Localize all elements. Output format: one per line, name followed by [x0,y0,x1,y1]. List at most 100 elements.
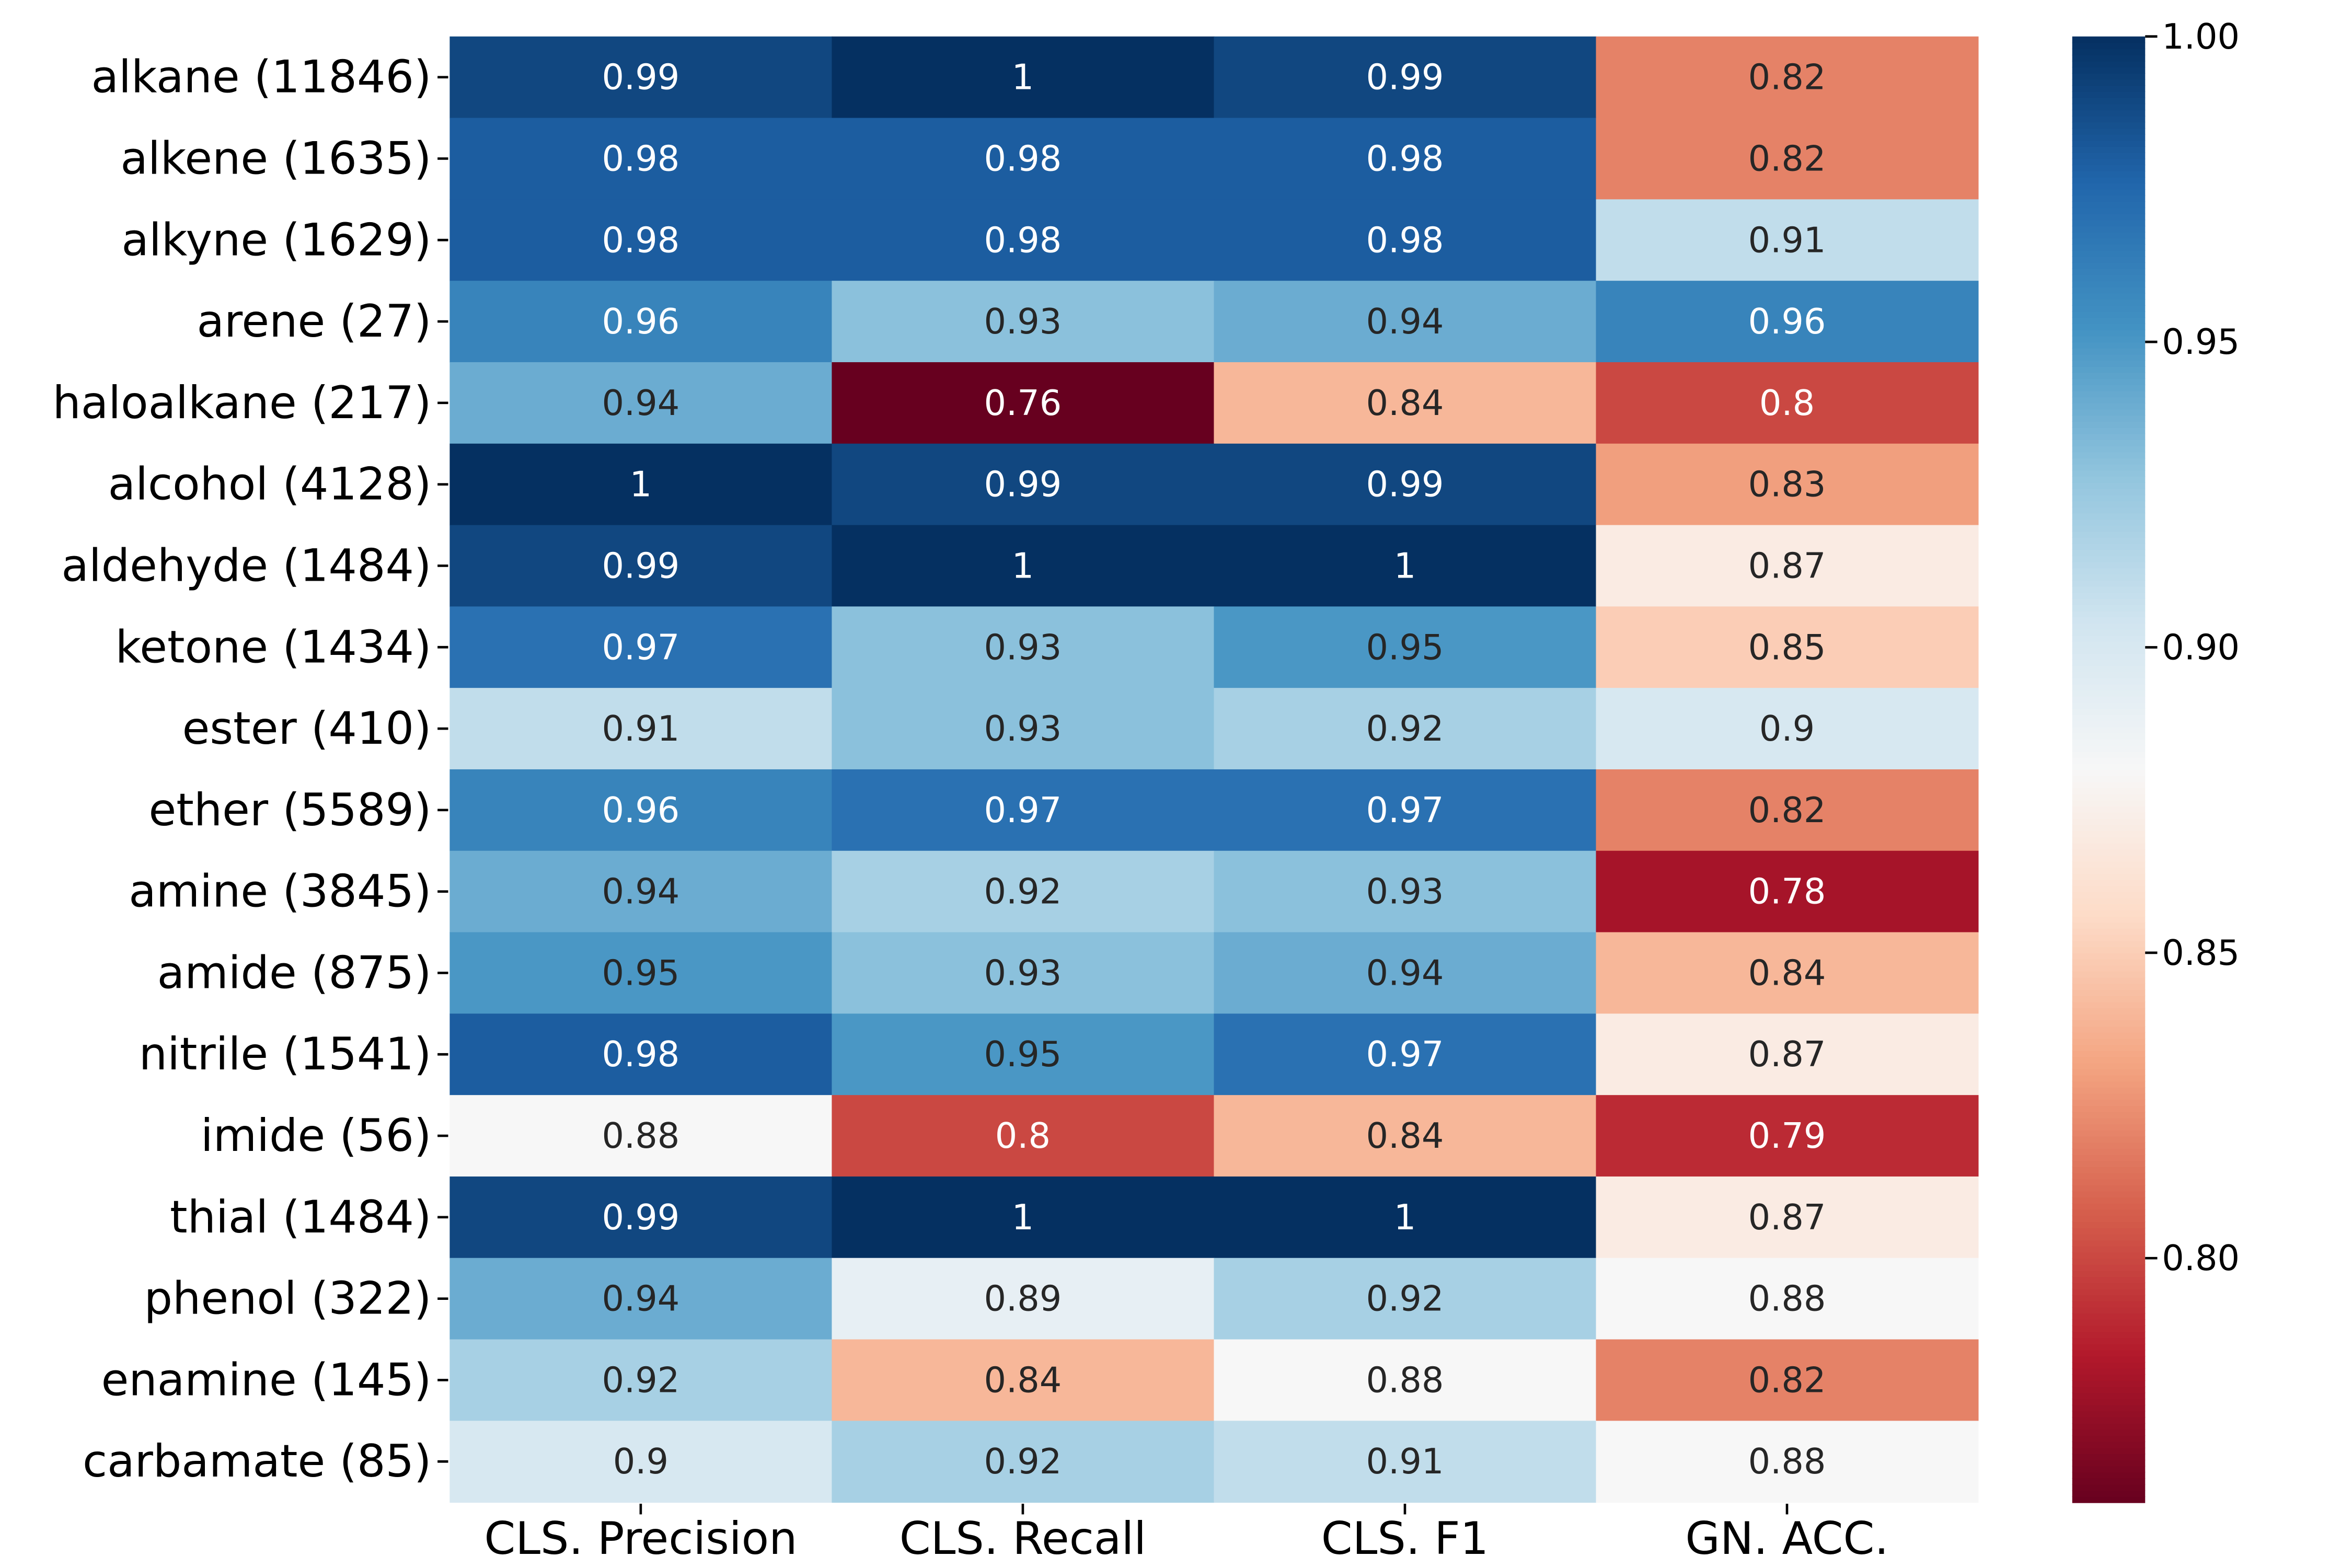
colorbar-band [2072,586,2146,593]
cell-value-label: 0.87 [1748,1034,1826,1075]
colorbar-band [2072,250,2146,257]
colorbar-band [2072,506,2146,514]
colorbar-band [2072,305,2146,312]
colorbar-band [2072,940,2146,948]
heatmap-cell [1214,688,1597,770]
colorbar-band [2072,1295,2146,1302]
heatmap-cell [1214,118,1597,200]
colorbar-band [2072,531,2146,538]
colorbar-band [2072,36,2146,43]
cell-value-label: 0.83 [1748,464,1826,505]
colorbar-band [2072,1081,2146,1088]
heatmap-cell [449,1421,833,1503]
colorbar-band [2072,397,2146,404]
cell-value-label: 0.87 [1748,545,1826,586]
colorbar-band [2072,1307,2146,1314]
y-tick-label: arene (27) [197,295,432,348]
colorbar-band [2072,659,2146,666]
heatmap-cell [1596,850,1979,933]
colorbar-band [2072,910,2146,917]
heatmap-cell [832,1421,1215,1503]
colorbar-band [2072,274,2146,282]
heatmap-cell [832,525,1215,607]
colorbar-band [2072,543,2146,550]
heatmap-cell [449,1013,833,1096]
colorbar-band [2072,824,2146,832]
y-tick-label: alkene (1635) [120,132,431,185]
colorbar-band [2072,1111,2146,1119]
cell-value-label: 0.97 [1366,1034,1444,1075]
colorbar-band [2072,103,2146,111]
cell-value-label: 1 [1012,1197,1034,1238]
cell-value-label: 0.87 [1748,1197,1826,1238]
colorbar-band [2072,73,2146,80]
colorbar-band [2072,696,2146,703]
colorbar-band [2072,324,2146,330]
colorbar-band [2072,1472,2146,1479]
cell-value-label: 0.93 [984,708,1062,749]
heatmap-cell [1214,1013,1597,1096]
colorbar-band [2072,598,2146,605]
heatmap-cell [449,525,833,607]
colorbar-band [2072,110,2146,117]
colorbar-tick-label: 1.00 [2162,16,2240,57]
colorbar-band [2072,360,2146,367]
colorbar-band [2072,470,2146,477]
colorbar-band [2072,965,2146,972]
colorbar-band [2072,1338,2146,1344]
colorbar-band [2072,384,2146,391]
colorbar-band [2072,1380,2146,1387]
heatmap-cell [1596,443,1979,526]
colorbar-band [2072,1411,2146,1418]
heatmap-cell [1214,199,1597,282]
colorbar-band [2072,201,2146,209]
colorbar-band [2072,238,2146,245]
colorbar-band [2072,140,2146,147]
colorbar-band [2072,1105,2146,1112]
colorbar-band [2072,226,2146,233]
y-tick-label: carbamate (85) [83,1435,432,1488]
heatmap-cell [832,443,1215,526]
heatmap-cell [832,606,1215,689]
y-tick-label: phenol (322) [144,1273,432,1325]
heatmap-cell [1214,1258,1597,1340]
colorbar-band [2072,1056,2146,1064]
colorbar-band [2072,1246,2146,1253]
cell-value-label: 0.98 [602,138,679,179]
cell-value-label: 0.92 [1366,1278,1444,1319]
y-tick-label: imide (56) [201,1110,432,1162]
colorbar-band [2072,549,2146,557]
colorbar-band [2072,494,2146,501]
colorbar-band [2072,207,2146,214]
cell-value-label: 0.98 [1366,138,1444,179]
colorbar-band [2072,891,2146,898]
colorbar-band [2072,1044,2146,1051]
colorbar-band [2072,720,2146,728]
colorbar-band [2072,1423,2146,1430]
heatmap-cell [449,281,833,363]
y-tick-label: nitrile (1541) [139,1028,432,1080]
colorbar-band [2072,409,2146,416]
colorbar-band [2072,714,2146,721]
colorbar-band [2072,806,2146,813]
colorbar-band [2072,1392,2146,1400]
cell-value-label: 0.96 [1748,301,1826,342]
colorbar-band [2072,934,2146,941]
cell-value-label: 0.84 [1366,1115,1444,1156]
colorbar-band [2072,861,2146,868]
y-tick-label: amide (875) [157,947,432,999]
cell-value-label: 0.88 [1366,1359,1444,1400]
heatmap-cell [449,1258,833,1340]
heatmap-cell [449,850,833,933]
colorbar-band [2072,1117,2146,1125]
cell-value-label: 0.94 [1366,952,1444,993]
cell-value-label: 0.92 [984,871,1062,912]
heatmap-cell [832,118,1215,200]
heatmap-cell [449,1095,833,1177]
heatmap-cell [832,1176,1215,1259]
colorbar-band [2072,268,2146,275]
cell-value-label: 1 [1012,545,1034,586]
colorbar-band [2072,1184,2146,1192]
cell-value-label: 0.82 [1748,138,1826,179]
